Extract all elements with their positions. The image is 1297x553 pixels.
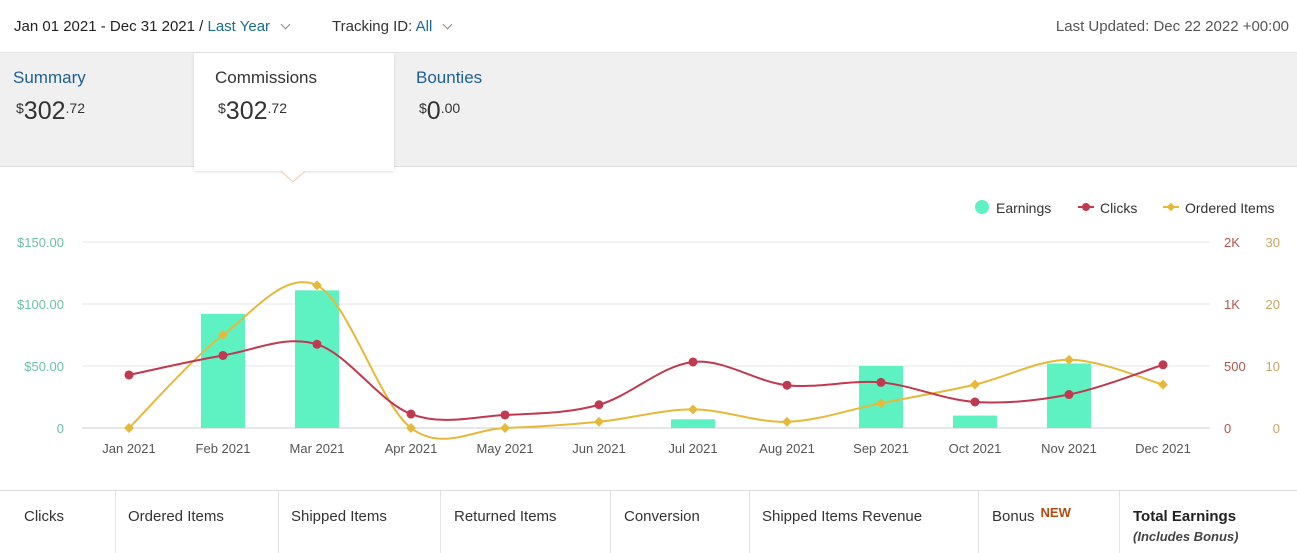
x-axis-label: Dec 2021 <box>1135 441 1191 456</box>
active-tab-pointer-icon <box>280 170 306 183</box>
earnings-chart: Earnings Clicks Ordered Items $150.00 $10… <box>17 200 1280 456</box>
ordered-items-point <box>1158 379 1168 390</box>
right-axis-tick: 10 <box>1266 359 1280 374</box>
col-ordered-items[interactable]: Ordered Items <box>115 491 279 553</box>
x-axis-label: Aug 2021 <box>759 441 815 456</box>
metrics-columns: Clicks Ordered Items Shipped Items Retur… <box>0 490 1297 553</box>
x-axis-label: Oct 2021 <box>949 441 1002 456</box>
clicks-point <box>876 377 886 387</box>
mid-axis-tick: 2K <box>1224 235 1240 250</box>
col-total-earnings[interactable]: Total Earnings (Includes Bonus) <box>1119 491 1297 553</box>
x-axis-label: Nov 2021 <box>1041 441 1097 456</box>
ordered-items-point <box>688 404 698 415</box>
mid-axis-tick: 0 <box>1224 421 1231 436</box>
date-range[interactable]: Jan 01 2021 - Dec 31 2021 / Last Year <box>14 18 291 35</box>
legend-ordered: Ordered Items <box>1185 200 1274 216</box>
left-axis-tick: $50.00 <box>24 359 64 374</box>
col-bonus[interactable]: Bonus NEW <box>978 491 1120 553</box>
chart-legend: Earnings Clicks Ordered Items <box>975 200 1274 216</box>
date-filter-bar: Jan 01 2021 - Dec 31 2021 / Last Year Tr… <box>0 0 1297 52</box>
clicks-point <box>218 350 228 360</box>
summary-tabs: Summary $302.72 Commissions $302.72 Boun… <box>0 52 1297 171</box>
clicks-point <box>782 380 792 390</box>
mid-axis-tick: 500 <box>1224 359 1246 374</box>
earnings-bar <box>953 415 997 428</box>
x-axis-label: Jul 2021 <box>668 441 717 456</box>
left-axis-tick: $150.00 <box>17 235 64 250</box>
tab-summary-label: Summary <box>13 68 86 87</box>
col-shipped-items[interactable]: Shipped Items <box>278 491 441 553</box>
ordered-items-point <box>500 423 510 433</box>
tab-bounties-label: Bounties <box>416 68 483 87</box>
left-axis-tick: $100.00 <box>17 297 64 312</box>
date-preset-link[interactable]: Last Year <box>207 18 271 35</box>
date-range-text: Jan 01 2021 - Dec 31 2021 / <box>14 18 204 35</box>
right-axis-tick: 0 <box>1273 421 1280 436</box>
total-earnings-label: Total Earnings <box>1133 508 1237 525</box>
earnings-bar <box>859 366 903 428</box>
col-clicks[interactable]: Clicks <box>0 491 116 553</box>
clicks-line <box>128 340 1164 421</box>
x-axis-label: Sep 2021 <box>853 441 909 456</box>
tracking-id-value[interactable]: All <box>415 18 433 35</box>
clicks-point <box>1064 390 1074 400</box>
col-returned-items[interactable]: Returned Items <box>440 491 611 553</box>
ordered-items-point <box>218 330 228 340</box>
x-axis-label: Jan 2021 <box>102 441 156 456</box>
chevron-down-icon[interactable] <box>280 19 291 30</box>
legend-clicks-icon <box>1082 203 1090 211</box>
ordered-items-point <box>312 280 322 291</box>
tracking-id-label: Tracking ID: <box>332 18 413 35</box>
ordered-items-point <box>594 416 604 427</box>
col-shipped-items-revenue[interactable]: Shipped Items Revenue <box>749 491 979 553</box>
chevron-down-icon[interactable] <box>443 19 453 30</box>
last-updated: Last Updated: Dec 22 2022 +00:00 <box>1055 18 1289 35</box>
clicks-point <box>312 339 322 349</box>
tab-commissions-label: Commissions <box>215 68 318 87</box>
right-axis-tick: 30 <box>1266 235 1280 250</box>
ordered-items-point <box>876 398 886 409</box>
tab-bounties[interactable]: Bounties $0.00 <box>403 53 603 166</box>
x-axis-label: Apr 2021 <box>385 441 438 456</box>
clicks-point <box>500 410 510 420</box>
clicks-point <box>406 409 416 419</box>
x-axis-label: May 2021 <box>476 441 533 456</box>
x-axis-label: Feb 2021 <box>196 441 251 456</box>
clicks-point <box>970 397 980 407</box>
ordered-items-point <box>782 416 792 427</box>
clicks-point <box>1158 360 1168 370</box>
x-axis-label: Jun 2021 <box>572 441 626 456</box>
left-axis-tick: 0 <box>57 421 64 436</box>
col-conversion[interactable]: Conversion <box>610 491 750 553</box>
clicks-point <box>594 400 604 410</box>
tab-commissions[interactable]: Commissions $302.72 <box>194 53 394 171</box>
ordered-items-line <box>128 281 1164 440</box>
legend-clicks: Clicks <box>1100 200 1137 216</box>
commissions-amount: $302.72 <box>218 97 287 125</box>
tracking-id-filter[interactable]: Tracking ID: All <box>332 18 453 35</box>
ordered-items-point <box>970 379 980 390</box>
earnings-bar <box>295 290 339 428</box>
bounties-amount: $0.00 <box>419 97 461 125</box>
x-axis-label: Mar 2021 <box>290 441 345 456</box>
ordered-items-point <box>1064 354 1074 365</box>
new-badge: NEW <box>1040 505 1071 520</box>
legend-earnings-icon <box>975 200 989 214</box>
clicks-point <box>688 357 698 367</box>
earnings-bar <box>671 419 715 428</box>
legend-earnings: Earnings <box>996 200 1051 216</box>
right-axis-tick: 20 <box>1266 297 1280 312</box>
summary-amount: $302.72 <box>16 97 85 125</box>
total-earnings-sub: (Includes Bonus) <box>1133 529 1239 544</box>
mid-axis-tick: 1K <box>1224 297 1240 312</box>
tab-summary[interactable]: Summary $302.72 <box>0 53 200 166</box>
legend-ordered-icon <box>1166 202 1176 212</box>
clicks-point <box>124 370 134 380</box>
